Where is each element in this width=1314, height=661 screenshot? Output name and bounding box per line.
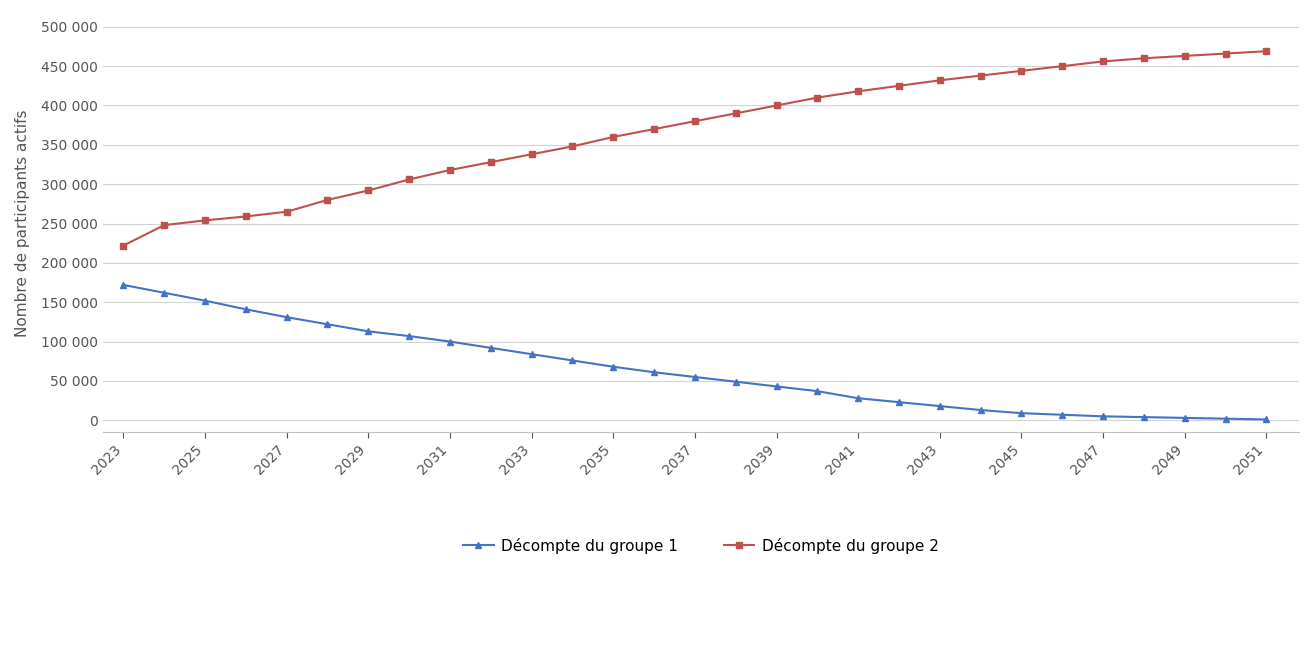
Y-axis label: Nombre de participants actifs: Nombre de participants actifs <box>14 110 30 337</box>
Décompte du groupe 1 <box>1137 413 1152 421</box>
Décompte du groupe 2 <box>156 221 172 229</box>
Décompte du groupe 1 <box>360 327 376 335</box>
Décompte du groupe 2 <box>1218 50 1234 58</box>
Décompte du groupe 1 <box>442 338 457 346</box>
Décompte du groupe 2 <box>238 212 254 220</box>
Décompte du groupe 1 <box>238 305 254 313</box>
Décompte du groupe 1 <box>687 373 703 381</box>
Décompte du groupe 1 <box>932 402 947 410</box>
Décompte du groupe 2 <box>606 133 622 141</box>
Décompte du groupe 1 <box>116 281 131 289</box>
Décompte du groupe 2 <box>646 125 662 133</box>
Décompte du groupe 1 <box>1054 410 1070 418</box>
Décompte du groupe 1 <box>728 377 744 385</box>
Décompte du groupe 1 <box>809 387 825 395</box>
Line: Décompte du groupe 2: Décompte du groupe 2 <box>120 48 1269 249</box>
Décompte du groupe 2 <box>1137 54 1152 62</box>
Décompte du groupe 2 <box>565 143 581 151</box>
Décompte du groupe 2 <box>891 82 907 90</box>
Décompte du groupe 1 <box>565 356 581 364</box>
Décompte du groupe 2 <box>442 166 457 174</box>
Décompte du groupe 2 <box>972 71 988 79</box>
Décompte du groupe 2 <box>1177 52 1193 60</box>
Décompte du groupe 2 <box>197 216 213 224</box>
Décompte du groupe 2 <box>1259 47 1275 55</box>
Décompte du groupe 1 <box>850 394 866 402</box>
Décompte du groupe 2 <box>1013 67 1029 75</box>
Décompte du groupe 1 <box>279 313 294 321</box>
Décompte du groupe 1 <box>1177 414 1193 422</box>
Décompte du groupe 1 <box>197 297 213 305</box>
Décompte du groupe 2 <box>360 186 376 194</box>
Décompte du groupe 2 <box>728 110 744 118</box>
Décompte du groupe 2 <box>850 87 866 95</box>
Décompte du groupe 2 <box>116 242 131 250</box>
Décompte du groupe 1 <box>1013 409 1029 417</box>
Legend: Décompte du groupe 1, Décompte du groupe 2: Décompte du groupe 1, Décompte du groupe… <box>457 531 945 560</box>
Décompte du groupe 2 <box>482 158 498 166</box>
Décompte du groupe 2 <box>932 77 947 85</box>
Décompte du groupe 2 <box>1095 58 1110 65</box>
Décompte du groupe 2 <box>524 150 540 158</box>
Décompte du groupe 1 <box>1259 416 1275 424</box>
Décompte du groupe 2 <box>769 102 784 110</box>
Décompte du groupe 1 <box>524 350 540 358</box>
Décompte du groupe 1 <box>401 332 417 340</box>
Décompte du groupe 1 <box>606 363 622 371</box>
Décompte du groupe 1 <box>1218 414 1234 422</box>
Décompte du groupe 1 <box>156 289 172 297</box>
Décompte du groupe 2 <box>279 208 294 215</box>
Line: Décompte du groupe 1: Décompte du groupe 1 <box>120 282 1269 423</box>
Décompte du groupe 1 <box>1095 412 1110 420</box>
Décompte du groupe 2 <box>809 94 825 102</box>
Décompte du groupe 1 <box>891 398 907 406</box>
Décompte du groupe 2 <box>687 117 703 125</box>
Décompte du groupe 2 <box>319 196 335 204</box>
Décompte du groupe 1 <box>972 406 988 414</box>
Décompte du groupe 1 <box>319 321 335 329</box>
Décompte du groupe 1 <box>646 368 662 376</box>
Décompte du groupe 1 <box>769 383 784 391</box>
Décompte du groupe 1 <box>482 344 498 352</box>
Décompte du groupe 2 <box>1054 62 1070 70</box>
Décompte du groupe 2 <box>401 176 417 184</box>
